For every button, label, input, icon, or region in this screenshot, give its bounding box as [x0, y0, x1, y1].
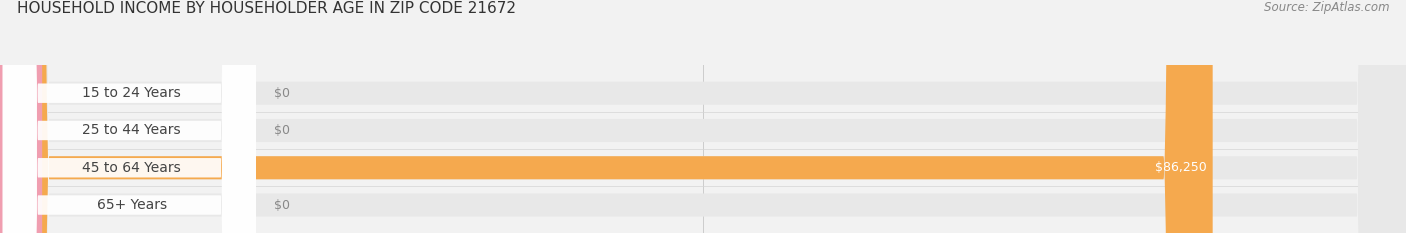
FancyBboxPatch shape [3, 0, 256, 233]
Text: $0: $0 [274, 87, 290, 100]
FancyBboxPatch shape [0, 0, 42, 233]
Text: $0: $0 [274, 124, 290, 137]
FancyBboxPatch shape [3, 0, 256, 233]
Text: $86,250: $86,250 [1156, 161, 1208, 174]
Text: $0: $0 [274, 199, 290, 212]
Text: HOUSEHOLD INCOME BY HOUSEHOLDER AGE IN ZIP CODE 21672: HOUSEHOLD INCOME BY HOUSEHOLDER AGE IN Z… [17, 1, 516, 16]
Text: 45 to 64 Years: 45 to 64 Years [82, 161, 181, 175]
FancyBboxPatch shape [0, 0, 42, 233]
FancyBboxPatch shape [0, 0, 1213, 233]
FancyBboxPatch shape [3, 0, 256, 233]
Text: Source: ZipAtlas.com: Source: ZipAtlas.com [1264, 1, 1389, 14]
Text: 25 to 44 Years: 25 to 44 Years [83, 123, 181, 137]
FancyBboxPatch shape [3, 0, 256, 233]
FancyBboxPatch shape [0, 0, 42, 233]
Text: 15 to 24 Years: 15 to 24 Years [82, 86, 181, 100]
Text: 65+ Years: 65+ Years [97, 198, 167, 212]
